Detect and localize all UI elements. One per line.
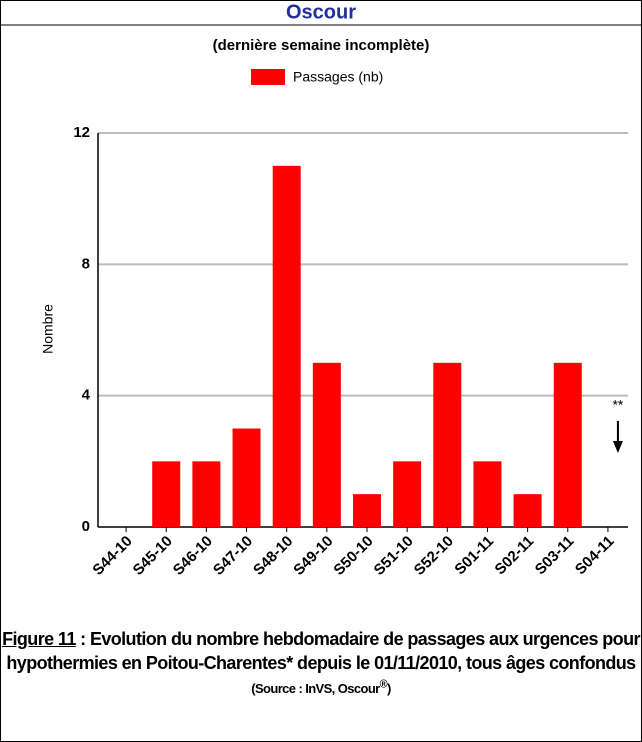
- legend-swatch: [251, 69, 285, 85]
- chart-subtitle: (dernière semaine incomplète): [213, 37, 430, 54]
- caption-text: : Evolution du nombre hebdomadaire de pa…: [6, 629, 640, 673]
- bar: [272, 165, 301, 528]
- y-tick-label: 0: [82, 518, 90, 535]
- bar: [353, 494, 381, 527]
- y-tick-label: 4: [82, 387, 91, 404]
- x-tick-label: S48-10: [250, 533, 296, 579]
- x-tick-label: S04-11: [572, 533, 618, 579]
- x-tick-label: S50-10: [330, 533, 376, 579]
- source-mark: ®: [379, 678, 388, 691]
- y-axis-label: Nombre: [40, 304, 56, 354]
- x-tick-label: S47-10: [210, 533, 256, 579]
- bar: [192, 461, 221, 527]
- annotation: **: [612, 397, 623, 413]
- bar: [553, 362, 582, 527]
- bar: [232, 428, 261, 527]
- chart-title: Oscour: [286, 1, 356, 23]
- y-tick-label: 12: [73, 124, 90, 141]
- arrow-head: [612, 441, 623, 453]
- source-end: ): [387, 681, 391, 696]
- x-tick-label: S51-10: [371, 533, 417, 579]
- x-tick-label: S45-10: [130, 533, 176, 579]
- x-tick-label: S52-10: [411, 533, 457, 579]
- x-tick-label: S01-11: [451, 533, 497, 579]
- source-text: (Source : InVS, Oscour: [251, 681, 380, 696]
- chart: Oscour (dernière semaine incomplète) Nom…: [1, 1, 641, 579]
- x-tick-label: S44-10: [89, 533, 135, 579]
- caption: Figure 11 : Evolution du nombre hebdomad…: [1, 627, 641, 699]
- legend-label: Passages (nb): [293, 69, 383, 85]
- bar: [473, 461, 502, 527]
- x-tick-label: S02-11: [492, 533, 538, 579]
- y-tick-label: 8: [82, 255, 90, 272]
- x-tick-label: S49-10: [290, 533, 336, 579]
- figure-label: Figure 11: [2, 629, 76, 649]
- bar: [513, 494, 542, 527]
- bar: [433, 362, 462, 527]
- source: (Source : InVS, Oscour®): [251, 678, 391, 696]
- bar: [312, 362, 341, 527]
- bar: [393, 461, 422, 527]
- x-tick-label: S46-10: [170, 533, 216, 579]
- x-tick-label: S03-11: [532, 533, 578, 579]
- bar: [152, 461, 181, 527]
